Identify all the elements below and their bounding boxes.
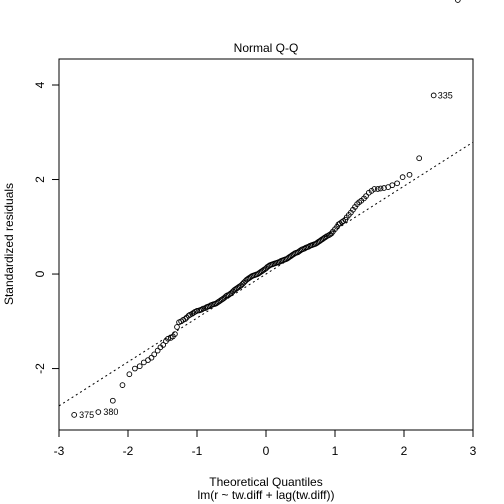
point-label: 335 xyxy=(438,90,453,100)
y-tick-label: 4 xyxy=(33,81,47,88)
x-tick-label: -1 xyxy=(192,444,203,458)
x-tick-label: -2 xyxy=(123,444,134,458)
data-point xyxy=(109,397,116,404)
reference-line xyxy=(58,141,474,407)
data-point xyxy=(126,371,133,378)
y-axis: -2 0 2 4 xyxy=(33,81,59,374)
data-point xyxy=(160,342,167,348)
data-point xyxy=(165,335,171,342)
point-label: 375 xyxy=(79,410,94,420)
data-point xyxy=(71,412,78,418)
plot-frame xyxy=(58,58,474,431)
x-tick-label: 1 xyxy=(332,444,339,458)
data-point xyxy=(198,306,205,313)
data-point xyxy=(154,347,161,354)
data-point xyxy=(377,185,384,192)
y-tick-label: 0 xyxy=(33,270,47,277)
data-point xyxy=(454,0,461,3)
point-labels-layer: 335 375 380 xyxy=(79,90,453,419)
data-point xyxy=(399,174,406,181)
data-point xyxy=(406,171,413,178)
y-axis-label: Standardized residuals xyxy=(2,183,16,305)
data-point xyxy=(145,357,151,363)
point-label: 380 xyxy=(103,407,118,417)
data-point xyxy=(381,185,387,191)
data-point xyxy=(95,409,102,415)
data-point xyxy=(371,186,378,192)
data-point xyxy=(223,293,229,300)
data-point xyxy=(394,180,400,187)
data-point xyxy=(172,331,178,337)
y-tick-label: 2 xyxy=(33,176,47,183)
data-point xyxy=(136,363,143,370)
data-point xyxy=(389,182,396,189)
data-point xyxy=(119,382,126,388)
data-point xyxy=(174,324,180,330)
x-tick-label: 3 xyxy=(470,444,477,458)
x-tick-label: -3 xyxy=(54,444,65,458)
y-tick-label: -2 xyxy=(33,363,47,374)
x-tick-label: 2 xyxy=(401,444,408,458)
x-axis-label: Theoretical Quantiles xyxy=(209,475,322,489)
data-point xyxy=(182,316,189,322)
points-layer xyxy=(71,0,461,418)
chart-title: Normal Q-Q xyxy=(234,41,299,55)
data-point xyxy=(141,359,147,366)
x-axis-sublabel: lm(r ~ tw.diff + lag(tw.diff)) xyxy=(198,488,335,502)
data-point xyxy=(374,186,381,192)
data-point xyxy=(416,155,423,162)
data-point xyxy=(148,354,155,361)
x-tick-label: 0 xyxy=(263,444,270,458)
data-point xyxy=(363,193,369,199)
data-point xyxy=(132,365,138,372)
data-point xyxy=(430,92,437,99)
data-point xyxy=(151,351,158,358)
x-axis: -3 -2 -1 0 1 2 3 xyxy=(54,430,477,458)
